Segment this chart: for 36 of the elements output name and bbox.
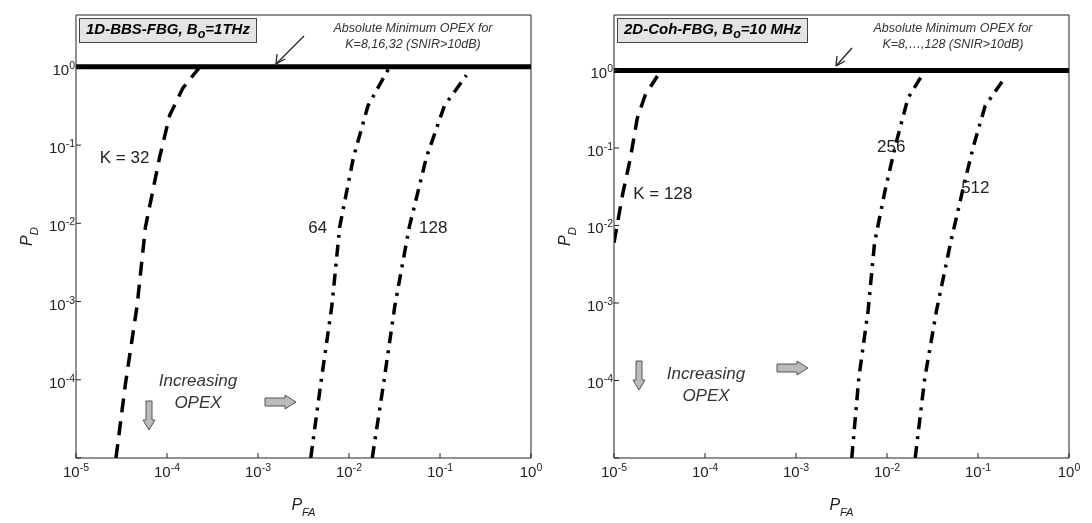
x-tick-label: 10$^{-5}$	[600, 461, 628, 480]
series-label: 128	[419, 217, 448, 237]
x-axis-title: P$_{FA}$	[829, 496, 854, 518]
x-tick-label: 10$^{-3}$	[244, 461, 272, 480]
y-tick-label: 10$^{-4}$	[586, 372, 614, 392]
x-tick-label: 10$^{-1}$	[964, 461, 992, 480]
x-axis-title: P$_{FA}$	[291, 496, 316, 518]
y-tick-label: 10$^{0}$	[52, 58, 76, 78]
x-tick-label: 10$^{-2}$	[873, 461, 901, 480]
y-tick-label: 10$^{-3}$	[48, 293, 76, 313]
annotation: Absolute Minimum OPEX for K=8,…,128 (SNIR>10dB)	[872, 20, 1034, 52]
text: 2D-Coh-FBG, B$_{o}$=10 MHz	[617, 18, 809, 43]
series-label: K = 32	[99, 148, 150, 168]
y-tick-label: 10$^{-1}$	[48, 137, 76, 157]
y-tick-label: 10$^{0}$	[590, 62, 614, 82]
series-label: 512	[961, 178, 990, 198]
text: 1D-BBS-FBG, B$_{o}$=1THz	[79, 18, 257, 43]
series-label: 256	[876, 137, 906, 157]
annotation: Increasing OPEX	[665, 363, 747, 407]
y-tick-label: 10$^{-4}$	[48, 371, 76, 391]
x-tick-label: 10$^{-1}$	[426, 461, 454, 480]
annotation: Absolute Minimum OPEX for K=8,16,32 (SNIR>10dB)	[332, 20, 494, 52]
x-tick-label: 10$^{-4}$	[153, 461, 181, 480]
y-tick-label: 10$^{-1}$	[586, 139, 614, 159]
x-tick-label: 10$^{-5}$	[62, 461, 90, 480]
x-tick-label: 10$^{-2}$	[335, 461, 363, 480]
x-tick-label: 10$^{0}$	[1057, 461, 1081, 480]
x-tick-label: 10$^{0}$	[519, 461, 543, 480]
annotation: Increasing OPEX	[157, 370, 239, 414]
y-tick-label: 10$^{-2}$	[586, 217, 614, 237]
series-label: K = 128	[633, 184, 693, 204]
series-label: 64	[308, 217, 328, 237]
x-tick-label: 10$^{-3}$	[782, 461, 810, 480]
x-tick-label: 10$^{-4}$	[691, 461, 719, 480]
y-tick-label: 10$^{-3}$	[586, 295, 614, 314]
y-tick-label: 10$^{-2}$	[48, 215, 76, 235]
